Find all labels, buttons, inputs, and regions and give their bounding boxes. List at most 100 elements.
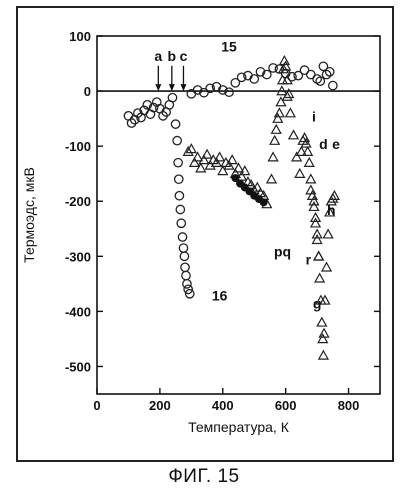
data-point	[195, 162, 207, 173]
data-point	[223, 159, 235, 170]
data-point	[173, 157, 183, 168]
plot-box	[96, 35, 381, 395]
plot-area	[96, 35, 381, 395]
data-point	[287, 129, 300, 140]
y-tick-label: -100	[65, 139, 91, 154]
data-point	[281, 90, 293, 101]
annotation-label: b	[168, 48, 177, 64]
data-point	[182, 145, 194, 156]
y-axis-title: Термоэдс, мкВ	[21, 167, 37, 263]
data-point	[317, 333, 329, 344]
data-point	[167, 92, 178, 103]
annotation-label: i	[312, 108, 316, 124]
data-point	[181, 270, 191, 281]
data-point	[303, 156, 315, 167]
annotation-label: pq	[274, 243, 291, 259]
y-tick-label: 0	[84, 84, 91, 99]
data-point	[188, 156, 201, 167]
data-point	[261, 69, 272, 80]
annotation-label: 16	[212, 287, 228, 303]
data-point	[313, 250, 325, 261]
data-point	[172, 135, 183, 146]
series-branch-g	[305, 184, 341, 360]
data-point	[272, 112, 284, 123]
data-point	[210, 156, 223, 167]
annotation-arrowhead	[180, 84, 187, 92]
data-point	[173, 174, 184, 185]
data-point	[269, 134, 281, 145]
data-point	[267, 151, 279, 162]
data-point	[255, 66, 266, 77]
data-point	[142, 99, 153, 110]
data-point	[318, 327, 330, 338]
data-point	[239, 165, 251, 176]
data-point	[276, 85, 288, 96]
data-point	[270, 123, 282, 134]
data-point	[199, 87, 209, 98]
annotation-arrowhead	[168, 84, 175, 92]
data-point	[320, 261, 333, 272]
annotation-arrowhead	[155, 84, 162, 92]
data-point	[302, 145, 314, 156]
data-point	[327, 80, 338, 91]
data-point	[324, 206, 336, 217]
data-point	[126, 118, 137, 128]
y-tick-label: -400	[65, 304, 91, 319]
data-point	[291, 151, 303, 162]
data-point	[214, 151, 226, 162]
data-point	[317, 349, 330, 360]
y-tick-label: -300	[65, 249, 91, 264]
annotation-label: h	[327, 202, 336, 218]
data-point	[280, 60, 292, 71]
data-point	[232, 162, 245, 173]
data-point	[294, 167, 306, 178]
data-point	[299, 65, 310, 75]
data-point	[322, 228, 334, 239]
data-point	[298, 132, 311, 143]
x-tick-label: 200	[149, 398, 171, 413]
data-point	[251, 181, 263, 192]
data-point	[324, 66, 335, 77]
figure-frame	[16, 6, 394, 462]
data-point	[249, 74, 260, 84]
data-point	[205, 83, 216, 94]
series-15	[123, 61, 338, 299]
data-point	[217, 165, 229, 176]
data-point	[321, 69, 332, 80]
x-tick-label: 800	[338, 398, 360, 413]
data-point	[306, 189, 319, 201]
series-branch-i	[281, 90, 325, 261]
data-point	[259, 198, 268, 207]
data-point	[178, 243, 189, 253]
data-point	[179, 251, 190, 262]
data-point	[318, 61, 329, 72]
series-branch-pq	[265, 54, 295, 184]
x-tick-label: 600	[275, 398, 297, 413]
data-point	[230, 77, 241, 88]
data-point	[316, 316, 328, 327]
data-point	[305, 184, 317, 195]
series-16-solid	[231, 174, 268, 207]
data-point	[192, 85, 203, 95]
data-point	[184, 288, 195, 299]
data-point	[281, 74, 293, 85]
y-tick-label: -200	[65, 194, 91, 209]
data-point	[308, 195, 320, 206]
data-point	[192, 151, 204, 162]
x-axis-title: Температура, К	[188, 419, 290, 435]
data-point	[224, 87, 234, 98]
data-point	[268, 63, 278, 73]
data-point	[308, 200, 320, 212]
data-point	[217, 85, 228, 95]
data-point	[300, 137, 312, 148]
data-point	[198, 154, 210, 165]
data-point	[319, 294, 331, 305]
data-point	[311, 233, 323, 245]
data-point	[314, 272, 326, 283]
annotation-label: 15	[221, 38, 237, 54]
data-point	[236, 72, 247, 83]
data-point	[275, 96, 287, 107]
annotation-label: c	[180, 48, 188, 64]
